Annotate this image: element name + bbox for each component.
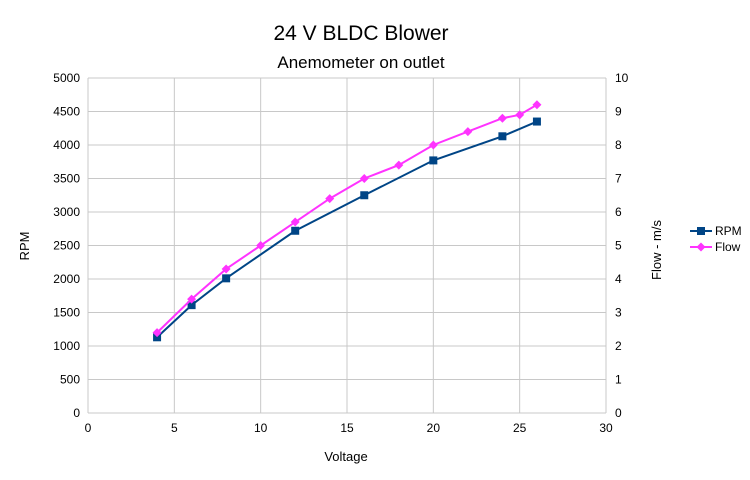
- x-axis-label: Voltage: [324, 449, 367, 464]
- y-tick-label: 2500: [53, 239, 80, 253]
- y2-tick-label: 9: [615, 105, 622, 119]
- x-tick-label: 15: [340, 421, 354, 435]
- legend: RPM Flow: [690, 224, 742, 254]
- data-point-flow: [152, 328, 162, 338]
- legend-label-flow: Flow: [715, 240, 741, 254]
- data-point-rpm: [222, 274, 231, 283]
- y2-tick-label: 0: [615, 406, 622, 420]
- x-tick-label: 5: [171, 421, 178, 435]
- legend-label-rpm: RPM: [715, 224, 742, 238]
- y2-tick-label: 10: [615, 71, 629, 85]
- data-point-rpm: [187, 301, 196, 310]
- y2-tick-label: 7: [615, 172, 622, 186]
- y2-tick-label: 5: [615, 239, 622, 253]
- data-point-rpm: [153, 333, 162, 342]
- y-tick-label: 3000: [53, 205, 80, 219]
- y2-tick-label: 6: [615, 205, 622, 219]
- legend-marker-rpm: [697, 227, 705, 235]
- y2-axis-label: Flow - m/s: [649, 220, 664, 280]
- data-point-flow: [428, 140, 438, 150]
- data-point-flow: [256, 241, 266, 250]
- data-point-rpm: [532, 117, 541, 126]
- data-point-flow: [359, 174, 369, 183]
- data-point-flow: [515, 110, 525, 120]
- chart-title: 24 V BLDC Blower: [273, 22, 448, 45]
- y2-tick-label: 4: [615, 272, 622, 286]
- tick-labels: 0 5 10 15 20 25 300500100015002000250030003500…: [53, 71, 628, 435]
- y-tick-label: 0: [73, 406, 80, 420]
- data-point-rpm: [291, 226, 300, 235]
- data-point-rpm: [360, 191, 369, 200]
- series-line-rpm: [156, 120, 538, 339]
- x-tick-label: 0: [85, 421, 92, 435]
- legend-marker-flow: [696, 242, 706, 252]
- data-point-rpm: [498, 132, 507, 141]
- y-tick-label: 2000: [53, 272, 80, 286]
- y2-tick-label: 1: [615, 373, 622, 387]
- y2-tick-label: 2: [615, 339, 622, 353]
- y2-tick-label: 8: [615, 138, 622, 152]
- y-tick-label: 1000: [53, 339, 80, 353]
- y-tick-label: 4000: [53, 138, 80, 152]
- data-point-flow: [394, 160, 404, 170]
- data-point-flow: [187, 294, 197, 304]
- y-tick-label: 500: [60, 373, 80, 387]
- data-point-flow: [463, 127, 473, 137]
- data-point-flow: [497, 113, 507, 123]
- x-tick-label: 20: [427, 421, 441, 435]
- x-tick-label: 25: [513, 421, 527, 435]
- grid: [87, 77, 607, 414]
- y-tick-label: 1500: [53, 306, 80, 320]
- y2-tick-label: 3: [615, 306, 622, 320]
- x-tick-label: 30: [599, 421, 613, 435]
- x-tick-label: 10: [254, 421, 268, 435]
- chart-subtitle: Anemometer on outlet: [277, 53, 445, 72]
- data-point-flow: [532, 100, 542, 110]
- data-point-rpm: [429, 156, 438, 165]
- data-point-flow: [325, 194, 335, 204]
- y-axis-label: RPM: [17, 232, 32, 261]
- y-tick-label: 4500: [53, 105, 80, 119]
- y-tick-label: 3500: [53, 172, 80, 186]
- data-point-flow: [290, 217, 300, 227]
- data-point-flow: [221, 264, 231, 274]
- y-tick-label: 5000: [53, 71, 80, 85]
- series-group: [152, 100, 542, 342]
